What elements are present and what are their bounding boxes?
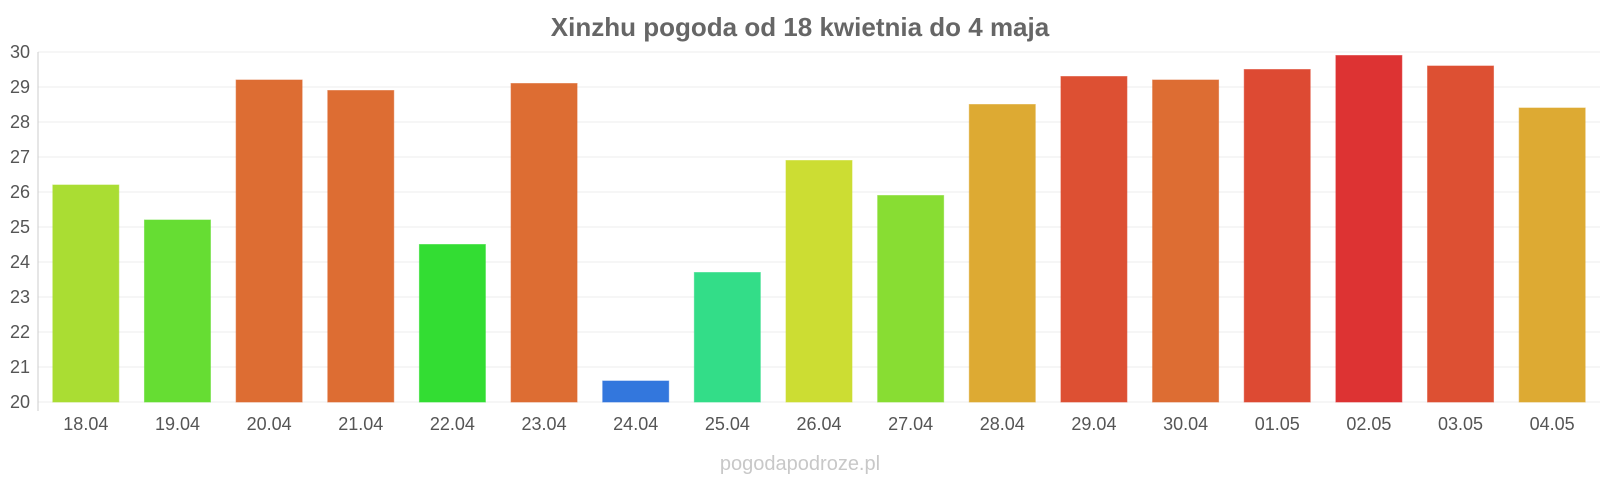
x-tick-label: 24.04: [613, 414, 658, 434]
x-tick-label: 30.04: [1163, 414, 1208, 434]
x-tick-label: 27.04: [888, 414, 933, 434]
bar-29.04: [1060, 76, 1128, 403]
source-label: pogodapodroze.pl: [720, 453, 880, 475]
y-tick-label: 27: [10, 147, 30, 167]
x-tick-label: 19.04: [155, 414, 200, 434]
bar-01.05: [1243, 69, 1311, 403]
y-tick-label: 25: [10, 217, 30, 237]
x-tick-label: 26.04: [796, 414, 841, 434]
y-tick-label: 26: [10, 182, 30, 202]
bar-30.04: [1152, 79, 1220, 403]
y-tick-label: 23: [10, 287, 30, 307]
bar-21.04: [327, 90, 395, 403]
bar-20.04: [235, 79, 303, 403]
y-tick-label: 28: [10, 112, 30, 132]
y-tick-label: 21: [10, 357, 30, 377]
chart-title: Xinzhu pogoda od 18 kwietnia do 4 maja: [551, 12, 1050, 42]
x-tick-label: 20.04: [247, 414, 292, 434]
bar-26.04: [785, 160, 853, 403]
bars: [52, 55, 1586, 403]
bar-04.05: [1518, 107, 1586, 403]
y-tick-label: 20: [10, 392, 30, 412]
y-tick-label: 29: [10, 77, 30, 97]
bar-03.05: [1427, 65, 1495, 403]
x-tick-label: 01.05: [1255, 414, 1300, 434]
y-tick-label: 30: [10, 42, 30, 62]
bar-18.04: [52, 184, 120, 403]
x-tick-label: 04.05: [1530, 414, 1575, 434]
bar-24.04: [602, 380, 670, 403]
x-tick-label: 23.04: [522, 414, 567, 434]
x-tick-label: 21.04: [338, 414, 383, 434]
bar-27.04: [877, 195, 945, 403]
x-tick-label: 28.04: [980, 414, 1025, 434]
x-tick-label: 22.04: [430, 414, 475, 434]
y-tick-label: 24: [10, 252, 30, 272]
x-tick-label: 29.04: [1071, 414, 1116, 434]
bar-02.05: [1335, 55, 1403, 403]
x-axis-ticks: 18.04 19.04 20.04 21.04 22.04 23.04 24.04 25.04…: [63, 414, 1574, 434]
y-tick-label: 22: [10, 322, 30, 342]
x-tick-label: 25.04: [705, 414, 750, 434]
bar-28.04: [968, 104, 1036, 403]
y-axis-ticks: 20 21 22 23 24 25 26 27 28 29 30: [10, 42, 30, 412]
bar-25.04: [693, 272, 761, 403]
bar-23.04: [510, 83, 578, 403]
x-tick-label: 02.05: [1346, 414, 1391, 434]
x-tick-label: 03.05: [1438, 414, 1483, 434]
x-tick-label: 18.04: [63, 414, 108, 434]
bar-19.04: [143, 219, 211, 403]
bar-22.04: [418, 244, 486, 403]
